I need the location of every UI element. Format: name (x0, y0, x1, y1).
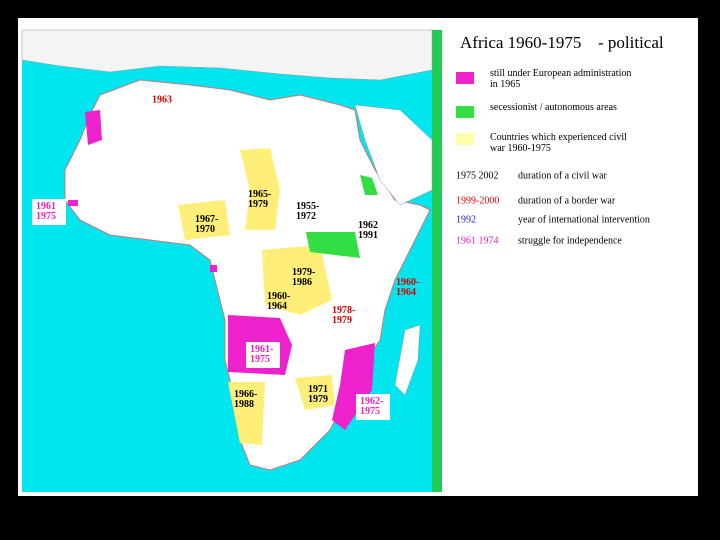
legend-key: 1961 1974 (456, 235, 499, 246)
civil-war-area (262, 245, 332, 315)
legend-key: 1999-2000 (456, 195, 499, 206)
legend-text: secessionist / autonomous areas (490, 102, 617, 113)
legend-text: Countries which experienced civil war 196… (490, 132, 627, 154)
map-label: 1955-1972 (296, 201, 319, 222)
legend-swatch (456, 72, 474, 84)
secessionist-area (306, 232, 360, 258)
legend-text: duration of a civil war (518, 170, 608, 181)
colonial-area (68, 200, 78, 206)
madagascar (394, 324, 421, 396)
legend-text: struggle for independence (518, 235, 622, 246)
map-label: 1971 1979 (308, 384, 328, 405)
colonial-area (210, 265, 217, 272)
legend-swatch (456, 106, 474, 118)
secessionist-area (360, 175, 378, 195)
legend-swatch (456, 133, 474, 145)
map-label: 1962 1991 (358, 220, 378, 241)
map-label: 1961-1975 (250, 344, 273, 365)
civil-war-area (228, 382, 265, 445)
map-edge (432, 30, 442, 492)
map-label: 1966-1988 (234, 389, 257, 410)
map-label: 1979-1986 (292, 267, 315, 288)
legend-text: duration of a border war (518, 195, 616, 206)
map-title: Africa 1960-1975 (460, 33, 581, 52)
legend-text: still under European administration in 19… (490, 68, 631, 90)
legend-text: year of international intervention (518, 214, 650, 225)
map-label: 1963 (152, 94, 172, 105)
civil-war-area (240, 148, 280, 230)
civil-war-area (178, 200, 230, 240)
civil-war-area (295, 375, 335, 410)
arabia (354, 104, 433, 206)
label-box (356, 394, 390, 420)
map-label: 1961 1975 (36, 201, 56, 222)
map-label: 1960-1964 (267, 291, 290, 312)
map-label: 1978-1979 (332, 305, 355, 326)
label-box (32, 199, 66, 225)
europe (21, 29, 433, 81)
colonial-area (332, 343, 375, 430)
legend-panel (444, 30, 692, 492)
legend-key: 1975 2002 (456, 170, 499, 181)
map-label: 1960-1964 (396, 277, 419, 298)
map-label: 1967-1970 (195, 214, 218, 235)
map-label: 1965-1979 (248, 189, 271, 210)
colonial-area (85, 110, 102, 145)
label-box (246, 342, 280, 368)
legend-key: 1992 (456, 214, 476, 225)
map-label: 1962-1975 (360, 396, 383, 417)
map-subtitle: - political (598, 33, 664, 52)
